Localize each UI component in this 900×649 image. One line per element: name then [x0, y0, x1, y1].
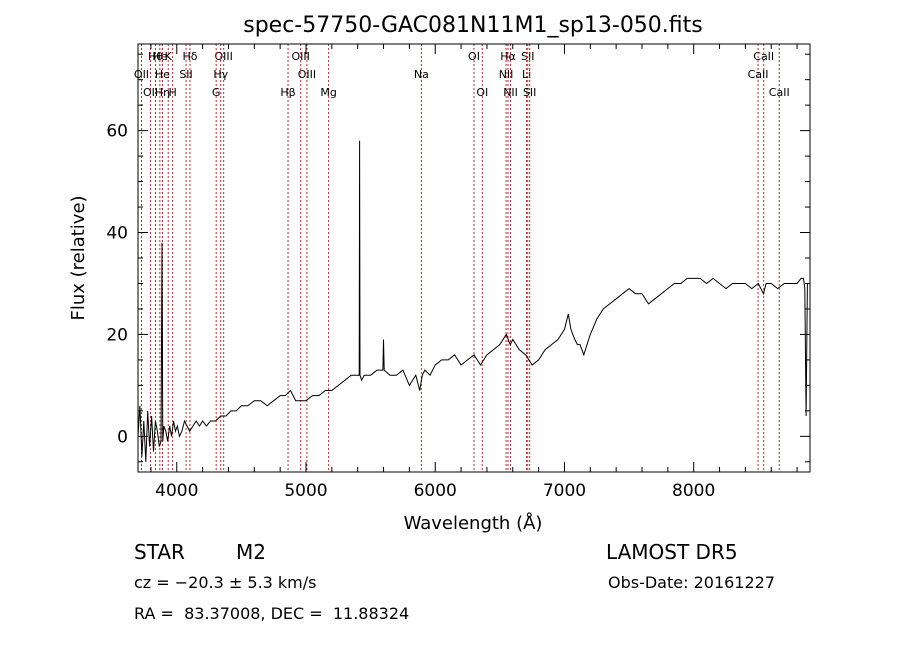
y-axis: 0 20 40 60 — [106, 53, 810, 463]
spectral-line-label-2: K — [165, 50, 173, 63]
x-tick-label: 8000 — [672, 481, 715, 501]
spectral-line-label-6: OI — [468, 50, 480, 63]
y-tick-label: 60 — [106, 122, 128, 142]
spectral-line-label-13: Hγ — [213, 68, 228, 81]
y-tick-label: 40 — [106, 224, 128, 244]
spectral-line-label-12: SII — [179, 68, 192, 81]
x-axis-label: Wavelength (Å) — [404, 512, 543, 534]
spectral-line-label-15: NII — [499, 68, 514, 81]
x-tick-label: 5000 — [284, 481, 327, 501]
x-tick-label: 4000 — [155, 481, 198, 501]
spectral-line-label-21: G — [212, 86, 221, 99]
y-axis-label: Flux (relative) — [68, 195, 89, 320]
spectral-line-label-17: CaII — [748, 68, 769, 81]
chart-title: spec-57750-GAC081N11M1_sp13-050.fits — [243, 13, 703, 38]
spectral-line-label-28: Na — [414, 68, 429, 81]
redshift-readout: cz = −20.3 ± 5.3 km/s — [134, 573, 317, 592]
spectral-line-label-16: Li — [522, 68, 531, 81]
spectral-line-label-23: Mg — [320, 86, 336, 99]
spectral-line-label-26: SII — [523, 86, 536, 99]
y-tick-label: 20 — [106, 325, 128, 345]
spectral-line-label-11: He — [155, 68, 170, 81]
spectral-line-label-4: OIII — [214, 50, 232, 63]
spectral-line-label-19: Hη — [155, 86, 170, 99]
spectral-line-label-24: OI — [476, 86, 488, 99]
spectral-line-label-27: CaII — [769, 86, 790, 99]
spectral-line-label-1: He — [152, 50, 167, 63]
spectral-line-label-18: OII — [143, 86, 158, 99]
coordinates-readout: RA = 83.37008, DEC = 11.88324 — [134, 604, 410, 623]
spectral-line-label-5: OIII — [292, 50, 310, 63]
spectral-line-label-8: SII — [521, 50, 534, 63]
spectrum-series-line — [137, 140, 808, 462]
spectral-line-label-20: H — [168, 86, 176, 99]
object-class: STAR — [134, 540, 185, 564]
x-tick-label: 6000 — [414, 481, 457, 501]
survey-name: LAMOST DR5 — [606, 540, 738, 564]
spectral-line-label-3: Hδ — [182, 50, 197, 63]
spectral-line-label-22: Hβ — [280, 86, 295, 99]
spectral-line-label-14: OIII — [298, 68, 316, 81]
spectral-line-label-10: OII — [134, 68, 149, 81]
x-tick-label: 7000 — [543, 481, 586, 501]
spectral-line-label-7: Hα — [500, 50, 516, 63]
y-tick-label: 0 — [117, 427, 128, 447]
spectral-line-label-25: NII — [503, 86, 518, 99]
x-axis: 4000 5000 6000 7000 8000 — [150, 44, 798, 501]
object-subclass: M2 — [236, 540, 266, 564]
spectral-line-label-9: CaII — [753, 50, 774, 63]
observation-date: Obs-Date: 20161227 — [608, 573, 776, 592]
